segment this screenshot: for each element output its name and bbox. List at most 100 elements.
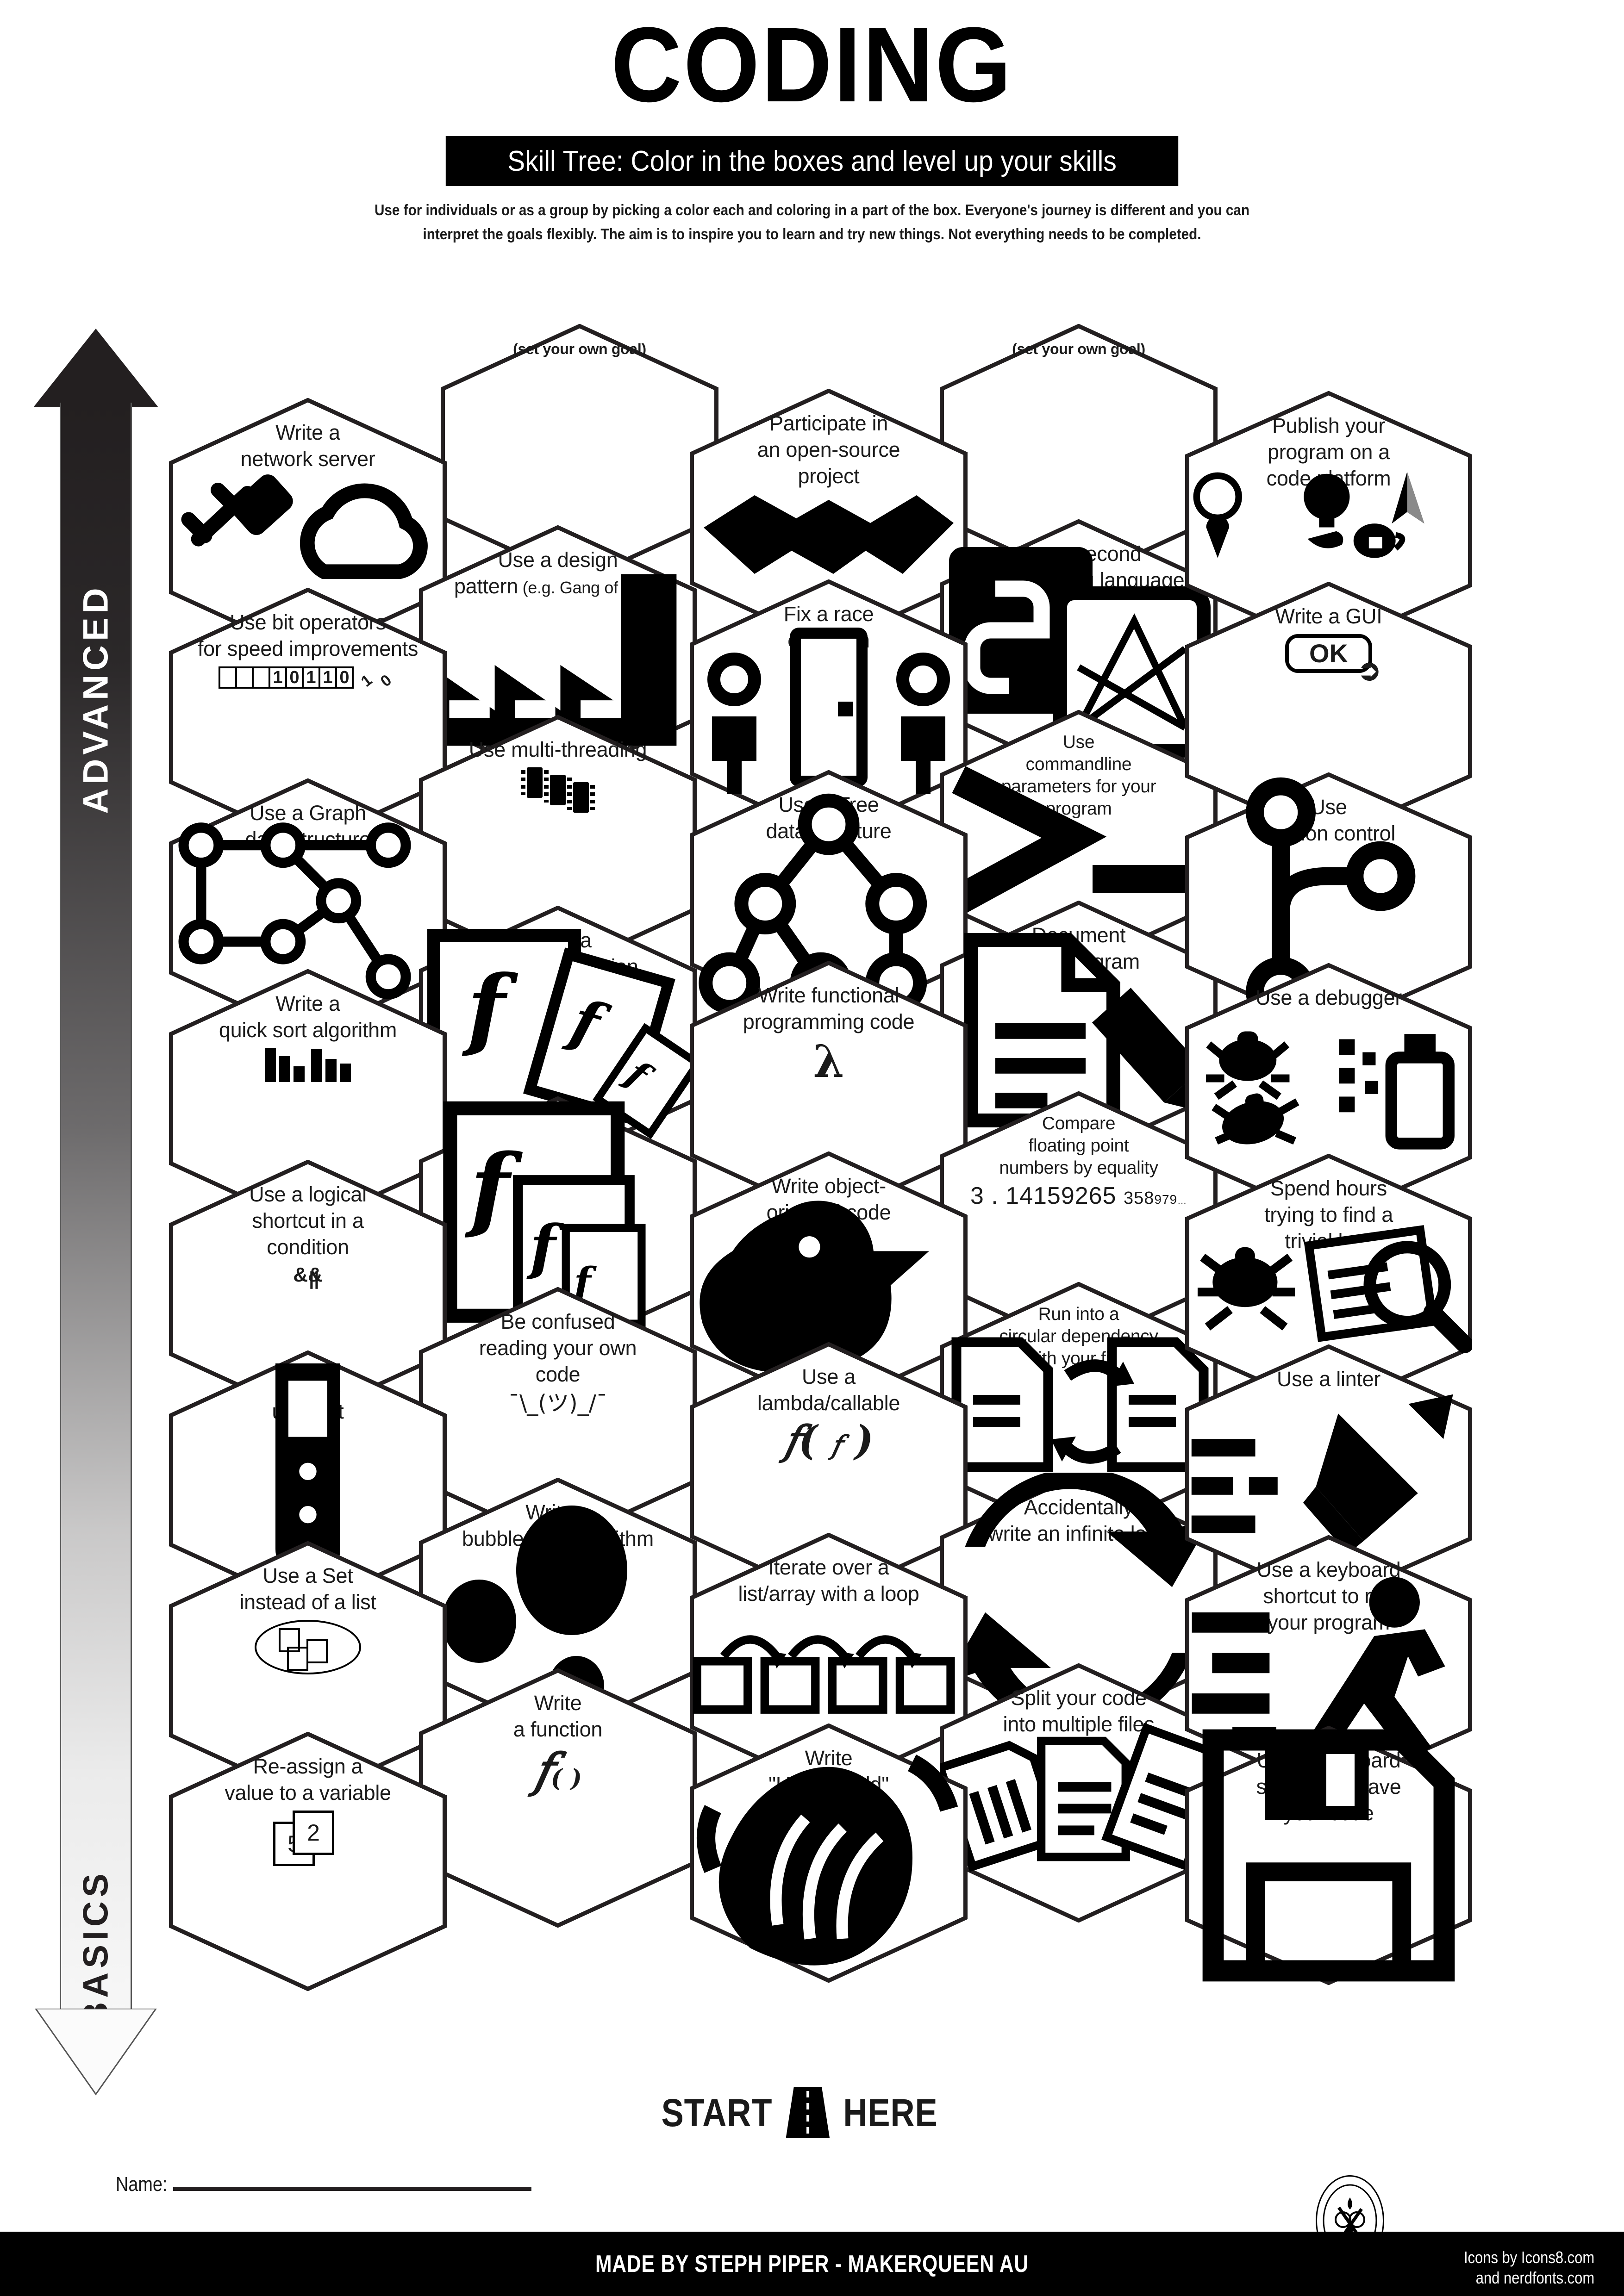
hex-content: Write a GUI OK ➲ — [1185, 582, 1472, 841]
pi-digits-icon: 3 . 14159265 358979… — [970, 1182, 1187, 1209]
hex-content: Be confused reading your own code ¯\_(ツ)_/… — [419, 1287, 697, 1546]
hex-label-line: Publish your — [1272, 414, 1386, 437]
hex-label-line: Split your code — [1011, 1686, 1147, 1710]
name-field[interactable]: Name: — [116, 2173, 531, 2196]
hex-label-line: instead of a list — [239, 1590, 376, 1614]
hex-label-line: numbers by equality — [999, 1158, 1158, 1178]
hex-label: Use a logical shortcut in a condition — [249, 1181, 367, 1260]
hex-label-line: Use a debugger — [1255, 986, 1402, 1009]
hex-multi-threading[interactable]: Use multi-threading — [419, 715, 697, 974]
hex-recursive-nonrecursive[interactable]: Make arecursive functionnon-recursive f … — [419, 906, 697, 1165]
hex-label-line: list/array with a loop — [738, 1582, 919, 1605]
hex-label-line: Be confused — [500, 1310, 615, 1333]
hex-label: Write a GUI — [1275, 603, 1382, 629]
name-input-rule[interactable] — [173, 2187, 531, 2191]
hex-label-line: program on a — [1267, 440, 1390, 464]
hex-label-line: Use a logical — [249, 1182, 367, 1206]
hex-content: Use a logical shortcut in a condition && || — [169, 1160, 447, 1419]
chips-icon — [521, 767, 595, 813]
hex-label-line: shortcut in a — [252, 1209, 364, 1232]
hex-object-oriented[interactable]: Write object-oriented code — [690, 1151, 968, 1411]
hex-label: Publish your program on a code platform — [1267, 412, 1391, 492]
hex-label: Compare floating point numbers by equality — [999, 1113, 1158, 1179]
hex-label-line: network server — [240, 447, 375, 471]
footer-bar: MADE BY STEPH PIPER - MAKERQUEEN AU Icon… — [0, 2232, 1624, 2296]
hex-label-line: Use multi-threading — [468, 738, 647, 761]
hex-content: Use bit operators for speed improvements … — [169, 588, 447, 847]
hex-publish-platform[interactable]: Publish your program on a code platform — [1185, 391, 1472, 650]
page-title: CODING — [611, 5, 1013, 124]
hex-graph-structure[interactable]: Use a Graph data structure — [169, 778, 447, 1038]
hex-label-line: Run into a — [1038, 1304, 1119, 1324]
hex-label-line: Use a Set — [262, 1564, 353, 1587]
hex-design-pattern[interactable]: Use a design pattern (e.g. Gang of Four) — [419, 525, 697, 784]
hex-open-source[interactable]: Participate in an open-source project — [690, 389, 968, 648]
hex-label-line: project — [798, 464, 860, 488]
hex-label-line: Spend hours — [1270, 1176, 1387, 1200]
hex-logical-shortcut[interactable]: Use a logical shortcut in a condition && || — [169, 1160, 447, 1419]
hex-label-line: value to a variable — [225, 1781, 391, 1804]
hex-label: Use commandline parameters for your program — [1001, 731, 1156, 820]
hex-label-line: Iterate over a — [768, 1556, 889, 1579]
hex-content: Write a quick sort algorithm — [169, 969, 447, 1228]
hex-label: (set your own goal) — [513, 336, 646, 362]
hex-label: Write a function — [513, 1690, 602, 1742]
hex-label-line: (set your own goal) — [513, 341, 646, 357]
hex-label-line: Use bit operators — [230, 610, 386, 634]
hex-bit-operators[interactable]: Use bit operators for speed improvements … — [169, 588, 447, 847]
hex-label-line: Write functional — [758, 983, 899, 1007]
hex-label-line: condition — [267, 1235, 349, 1259]
hex-hello-world[interactable]: Write"Hello World"program — [690, 1724, 968, 1983]
hex-label-line: a function — [513, 1717, 603, 1741]
hex-write-gui[interactable]: Write a GUI OK ➲ — [1185, 582, 1472, 841]
page-header: CODING Skill Tree: Color in the boxes an… — [0, 0, 1624, 246]
hex-version-control[interactable]: Use version control — [1185, 772, 1472, 1032]
hex-label: Use a linter — [1277, 1366, 1380, 1392]
arrow-body: ADVANCED BASICS — [60, 403, 132, 2028]
hex-label: Write a quick sort algorithm — [219, 990, 397, 1043]
hex-label-line: Use a design — [498, 548, 618, 572]
hex-reassign-variable[interactable]: Re-assign a value to a variable 52 — [169, 1732, 447, 1991]
hex-quick-sort[interactable]: Write a quick sort algorithm — [169, 969, 447, 1228]
hex-split-files[interactable]: Split your code into multiple files — [940, 1663, 1218, 1923]
hex-content: Write object-oriented code — [690, 1151, 968, 1411]
hex-unit-test[interactable]: Write aunit test — [169, 1350, 447, 1610]
instructions-line-1: Use for individuals or as a group by pic… — [374, 201, 1250, 218]
hex-label-line: Participate in — [769, 411, 888, 435]
here-label: HERE — [843, 2091, 938, 2134]
hex-use-linter[interactable]: Use a linter — [1185, 1344, 1472, 1604]
hex-label-line: quick sort algorithm — [219, 1018, 397, 1042]
hex-label-line: your program — [1267, 1611, 1390, 1634]
hex-label: Use a keyboard shortcut to run your progra… — [1257, 1556, 1401, 1636]
hex-label-line: Use a Graph — [250, 801, 366, 825]
hex-label-line: Write a GUI — [1275, 604, 1382, 628]
hex-second-language[interactable]: Use a secondprogramming languagein the s… — [940, 519, 1218, 778]
hex-label-line: Write a — [275, 421, 340, 444]
hex-label-line: into multiple files — [1003, 1712, 1155, 1736]
hex-write-function[interactable]: Write a function 𝑓( ) — [419, 1668, 697, 1928]
hex-commandline-params[interactable]: Use commandline parameters for your program — [940, 710, 1218, 969]
hex-label-line: trying to find a — [1264, 1203, 1393, 1226]
ok-button-icon: OK ➲ — [1285, 634, 1381, 685]
hex-label: Use bit operators for speed improvements — [198, 609, 418, 662]
hex-network-server[interactable]: Write a network server — [169, 398, 447, 657]
hex-label: Be confused reading your own code — [479, 1308, 637, 1388]
hex-label: Use a lambda/callable — [757, 1363, 900, 1416]
hex-label-line: code — [535, 1363, 581, 1386]
hex-functional-code[interactable]: Write functional programming code λ — [690, 961, 968, 1220]
hex-label-line: Use — [1310, 795, 1347, 819]
hex-content: (set your own goal) — [441, 324, 718, 583]
hex-label: Write functional programming code — [743, 982, 915, 1035]
hex-label-line: Use a — [801, 1365, 856, 1388]
instructions: Use for individuals or as a group by pic… — [308, 198, 1316, 246]
hex-content: Use commandline parameters for your program — [940, 710, 1218, 969]
hex-document-program[interactable]: Documentyour program — [940, 901, 1218, 1160]
hex-confused-own-code[interactable]: Be confused reading your own code ¯\_(ツ)_/… — [419, 1287, 697, 1546]
hex-use-debugger[interactable]: Use a debugger — [1185, 963, 1472, 1222]
hex-shortcut-run[interactable]: Use a keyboard shortcut to run your progra… — [1185, 1535, 1472, 1794]
and-or-operators-icon: && || — [293, 1263, 323, 1289]
